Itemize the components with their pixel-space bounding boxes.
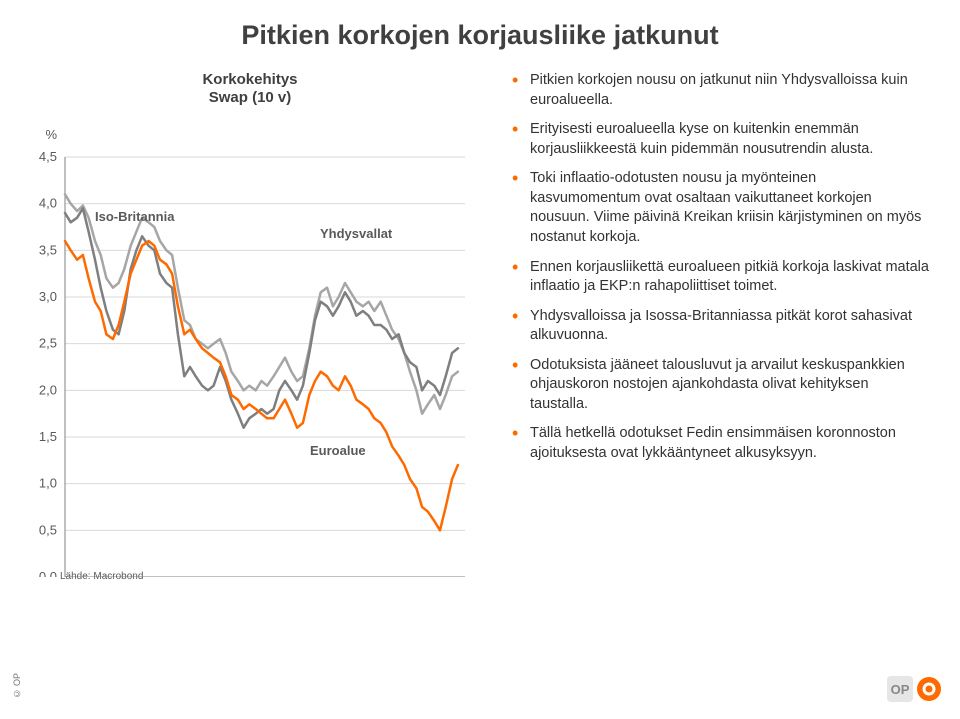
svg-text:0,5: 0,5	[39, 522, 57, 537]
chart-column: Korkokehitys Swap (10 v) 0,0 0,5 1,0 1,5 2,0…	[10, 71, 490, 582]
bullet-item: Ennen korjausliikettä euroalueen pitkiä …	[510, 258, 930, 297]
content-row: Korkokehitys Swap (10 v) 0,0 0,5 1,0 1,5 2,0…	[0, 61, 960, 582]
svg-text:4,0: 4,0	[39, 196, 57, 211]
series-label: Yhdysvallat	[320, 226, 392, 241]
svg-text:%: %	[45, 127, 57, 142]
chart-wrap: Korkokehitys Swap (10 v) 0,00,51,01,52,0…	[10, 71, 490, 571]
bullet-item: Yhdysvalloissa ja Isossa-Britanniassa pi…	[510, 307, 930, 346]
svg-text:0,0: 0,0	[39, 569, 57, 577]
page-title: Pitkien korkojen korjausliike jatkunut	[0, 0, 960, 61]
svg-text:1,5: 1,5	[39, 429, 57, 444]
bullet-item: Erityisesti euroalueella kyse on kuitenk…	[510, 120, 930, 159]
chart-title-line1: Korkokehitys	[202, 71, 297, 88]
bullet-item: Toki inflaatio-odotusten nousu ja myönte…	[510, 169, 930, 247]
svg-text:3,5: 3,5	[39, 242, 57, 257]
line-chart: 0,00,51,01,52,02,53,03,54,04,5%201020112…	[10, 107, 490, 577]
bullet-list: Pitkien korkojen nousu on jatkunut niin …	[510, 71, 930, 464]
svg-text:1,0: 1,0	[39, 476, 57, 491]
svg-text:OP: OP	[891, 682, 910, 697]
op-logo-icon: OP	[887, 676, 942, 702]
series-label: Euroalue	[310, 443, 366, 458]
footer-logo: OP	[887, 676, 942, 707]
series-label: Iso-Britannia	[95, 209, 174, 224]
bullet-item: Pitkien korkojen nousu on jatkunut niin …	[510, 71, 930, 110]
bullets-column: Pitkien korkojen nousu on jatkunut niin …	[510, 71, 930, 582]
svg-text:3,0: 3,0	[39, 289, 57, 304]
bullet-item: Odotuksista jääneet talousluvut ja arvai…	[510, 356, 930, 415]
footer-copyright: © OP	[12, 673, 22, 699]
bullet-item: Tällä hetkellä odotukset Fedin ensimmäis…	[510, 424, 930, 463]
chart-title-line2: Swap (10 v)	[209, 89, 292, 106]
chart-title: Korkokehitys Swap (10 v)	[10, 71, 490, 107]
svg-text:2,0: 2,0	[39, 382, 57, 397]
svg-text:2,5: 2,5	[39, 336, 57, 351]
svg-text:4,5: 4,5	[39, 149, 57, 164]
